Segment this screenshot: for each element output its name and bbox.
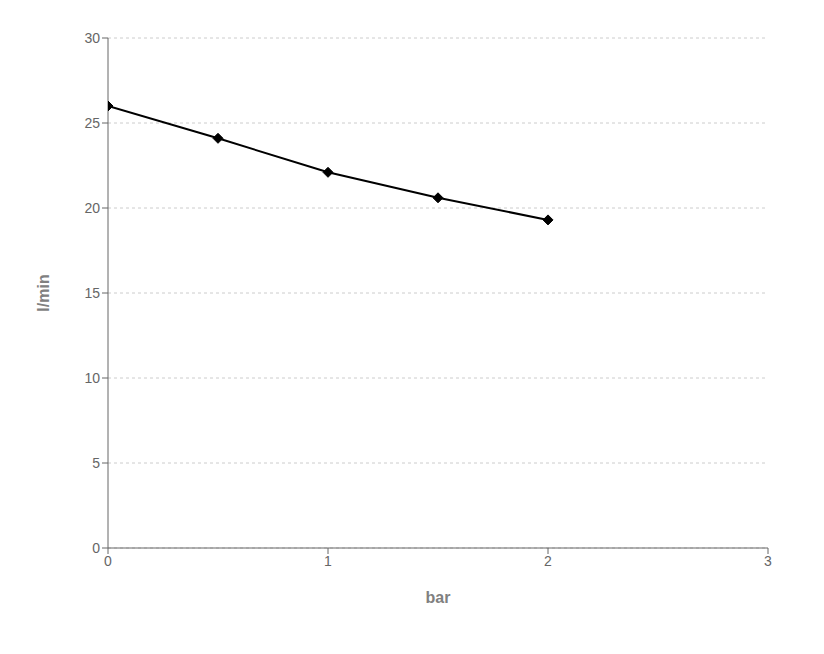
svg-text:20: 20 [84,200,100,216]
svg-text:15: 15 [84,285,100,301]
svg-text:30: 30 [84,30,100,46]
svg-text:bar: bar [426,589,451,606]
svg-text:0: 0 [104,553,112,569]
svg-text:25: 25 [84,115,100,131]
svg-text:10: 10 [84,370,100,386]
svg-text:l/min: l/min [35,274,52,311]
svg-text:3: 3 [764,553,772,569]
svg-text:2: 2 [544,553,552,569]
svg-text:5: 5 [92,455,100,471]
svg-text:1: 1 [324,553,332,569]
svg-text:0: 0 [92,540,100,556]
